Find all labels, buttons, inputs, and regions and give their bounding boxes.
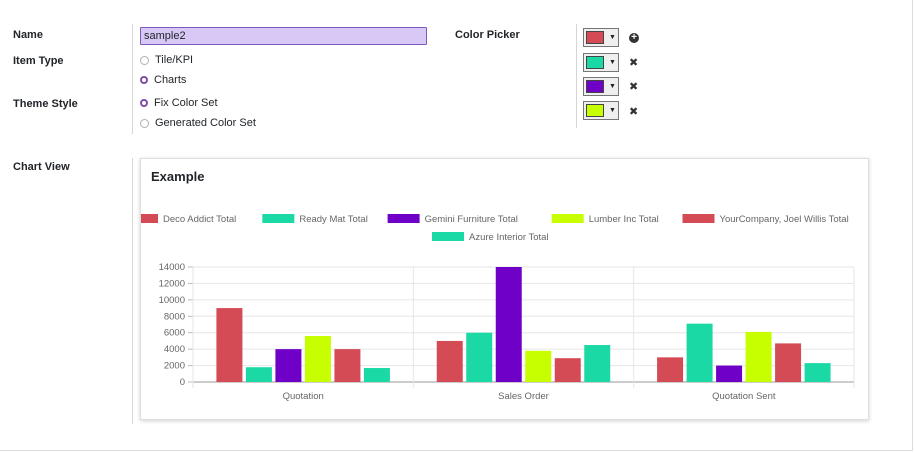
remove-icon: ✖ xyxy=(629,57,639,69)
legend-label: YourCompany, Joel Willis Total xyxy=(720,214,849,225)
legend-swatch xyxy=(262,214,295,223)
bar xyxy=(657,357,684,382)
field-separator xyxy=(576,24,577,128)
color-sample xyxy=(586,104,604,117)
name-input[interactable]: sample2 xyxy=(140,27,427,45)
legend-swatch xyxy=(387,214,420,223)
dropdown-arrow-icon: ▼ xyxy=(609,59,616,66)
color-sample xyxy=(586,31,604,44)
dropdown-arrow-icon: ▼ xyxy=(609,34,616,41)
remove-color-button[interactable]: ✖ xyxy=(629,57,638,69)
radio-label: Charts xyxy=(154,74,187,86)
color-swatch-1[interactable]: ▼ xyxy=(583,28,619,47)
bar xyxy=(495,267,522,382)
color-sample xyxy=(586,56,604,69)
chart-view-label: Chart View xyxy=(13,161,70,173)
bar xyxy=(466,332,493,382)
chart-title: Example xyxy=(151,169,205,184)
x-tick-label: Quotation Sent xyxy=(712,391,776,402)
legend-label: Deco Addict Total xyxy=(163,214,236,225)
y-tick-label: 8000 xyxy=(164,311,185,322)
legend-label: Azure Interior Total xyxy=(469,232,549,243)
y-tick-label: 4000 xyxy=(164,344,185,355)
radio-button-selected[interactable] xyxy=(140,76,148,84)
legend-label: Lumber Inc Total xyxy=(589,214,659,225)
color-swatch-2[interactable]: ▼ xyxy=(583,53,619,72)
bar-chart: Deco Addict Total Ready Mat Total Gemini F… xyxy=(141,214,855,402)
legend-swatch xyxy=(682,214,715,223)
bar xyxy=(686,323,713,382)
bar xyxy=(775,343,802,382)
bar xyxy=(436,340,463,382)
y-tick-label: 0 xyxy=(180,377,185,388)
legend-label: Ready Mat Total xyxy=(299,214,367,225)
y-tick-label: 10000 xyxy=(159,295,185,306)
bar xyxy=(804,363,831,382)
bar xyxy=(245,367,272,382)
field-separator xyxy=(132,158,133,424)
plus-icon: + xyxy=(629,33,639,43)
bar xyxy=(304,336,331,382)
color-swatch-3[interactable]: ▼ xyxy=(583,77,619,96)
bar xyxy=(716,365,743,382)
x-tick-label: Sales Order xyxy=(498,391,549,402)
y-tick-label: 2000 xyxy=(164,361,185,372)
radio-label: Fix Color Set xyxy=(154,97,218,109)
radio-label: Generated Color Set xyxy=(155,117,256,129)
bar xyxy=(363,368,390,382)
x-tick-label: Quotation xyxy=(283,391,324,402)
bar xyxy=(334,349,361,382)
color-picker-label: Color Picker xyxy=(455,29,520,41)
legend-label: Gemini Furniture Total xyxy=(425,214,518,225)
dropdown-arrow-icon: ▼ xyxy=(609,107,616,114)
chart-card: Example Deco Addict Total Ready Mat Total… xyxy=(140,158,869,420)
bar xyxy=(525,350,552,382)
y-tick-label: 14000 xyxy=(159,262,185,273)
legend-swatch xyxy=(551,214,584,223)
add-color-button[interactable]: + xyxy=(629,33,639,43)
bar xyxy=(584,345,611,382)
bar xyxy=(745,331,772,382)
radio-label: Tile/KPI xyxy=(155,54,194,66)
bar xyxy=(554,358,581,382)
legend-swatch xyxy=(432,232,464,241)
legend-swatch xyxy=(141,214,158,223)
radio-charts[interactable]: Charts xyxy=(140,73,186,87)
radio-button[interactable] xyxy=(140,118,149,128)
radio-tile-kpi[interactable]: Tile/KPI xyxy=(140,53,193,67)
radio-button[interactable] xyxy=(140,55,149,65)
item-type-label: Item Type xyxy=(13,55,64,67)
bar xyxy=(216,308,243,382)
radio-button-selected[interactable] xyxy=(140,99,148,107)
color-sample xyxy=(586,80,604,93)
dropdown-arrow-icon: ▼ xyxy=(609,83,616,90)
remove-icon: ✖ xyxy=(629,81,639,93)
name-label: Name xyxy=(13,29,43,41)
radio-fix-color-set[interactable]: Fix Color Set xyxy=(140,96,218,110)
theme-style-label: Theme Style xyxy=(13,98,78,110)
bar xyxy=(275,349,302,382)
remove-color-button[interactable]: ✖ xyxy=(629,106,638,118)
field-separator xyxy=(132,24,133,134)
radio-generated-color-set[interactable]: Generated Color Set xyxy=(140,116,256,130)
color-swatch-4[interactable]: ▼ xyxy=(583,101,619,120)
y-tick-label: 12000 xyxy=(159,278,185,289)
y-tick-label: 6000 xyxy=(164,328,185,339)
remove-icon: ✖ xyxy=(629,106,639,118)
remove-color-button[interactable]: ✖ xyxy=(629,81,638,93)
